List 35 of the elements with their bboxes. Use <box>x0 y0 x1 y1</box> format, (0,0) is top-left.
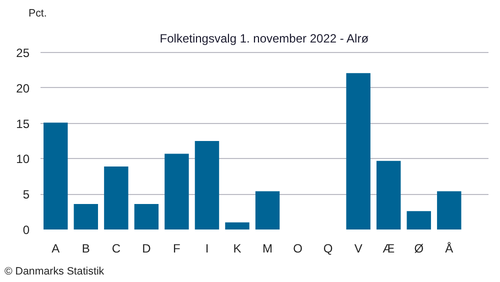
bar <box>225 222 250 230</box>
x-tick-label: A <box>52 242 60 256</box>
y-axis-title: Pct. <box>28 8 47 20</box>
y-tick-label: 25 <box>16 46 30 60</box>
y-tick-label: 15 <box>16 116 30 131</box>
x-tick-label: Q <box>323 242 333 256</box>
x-tick-label: M <box>262 242 273 256</box>
x-tick-label: F <box>173 242 180 256</box>
text: © Danmarks Statistik <box>4 266 105 278</box>
x-tick-label: O <box>293 242 302 256</box>
y-tick-label: 0 <box>22 223 30 237</box>
x-tick-label: V <box>354 242 362 256</box>
bar <box>406 211 431 230</box>
x-tick-label: I <box>205 242 209 256</box>
x-tick-label: B <box>82 242 90 256</box>
x-tick-label: Å <box>445 242 454 256</box>
chart-title: Folketingsvalg 1. november 2022 - Alrø <box>160 32 370 46</box>
y-tick-label: 5 <box>22 188 30 202</box>
bar <box>255 191 280 230</box>
bar <box>164 154 189 230</box>
x-tick-label: C <box>112 242 121 256</box>
y-tick-label: 10 <box>16 152 30 166</box>
x-tick-label: K <box>233 242 242 256</box>
bar <box>437 191 462 230</box>
bar <box>376 160 401 230</box>
x-tick-label: Æ <box>382 242 395 256</box>
x-tick-label: D <box>142 242 152 256</box>
y-tick-label: 20 <box>16 82 30 96</box>
bar <box>134 204 159 230</box>
bar <box>104 166 128 230</box>
bar <box>194 141 220 230</box>
bar <box>44 122 68 230</box>
bar <box>74 204 98 230</box>
x-tick-label: Ø <box>414 242 424 256</box>
bar <box>346 73 370 230</box>
